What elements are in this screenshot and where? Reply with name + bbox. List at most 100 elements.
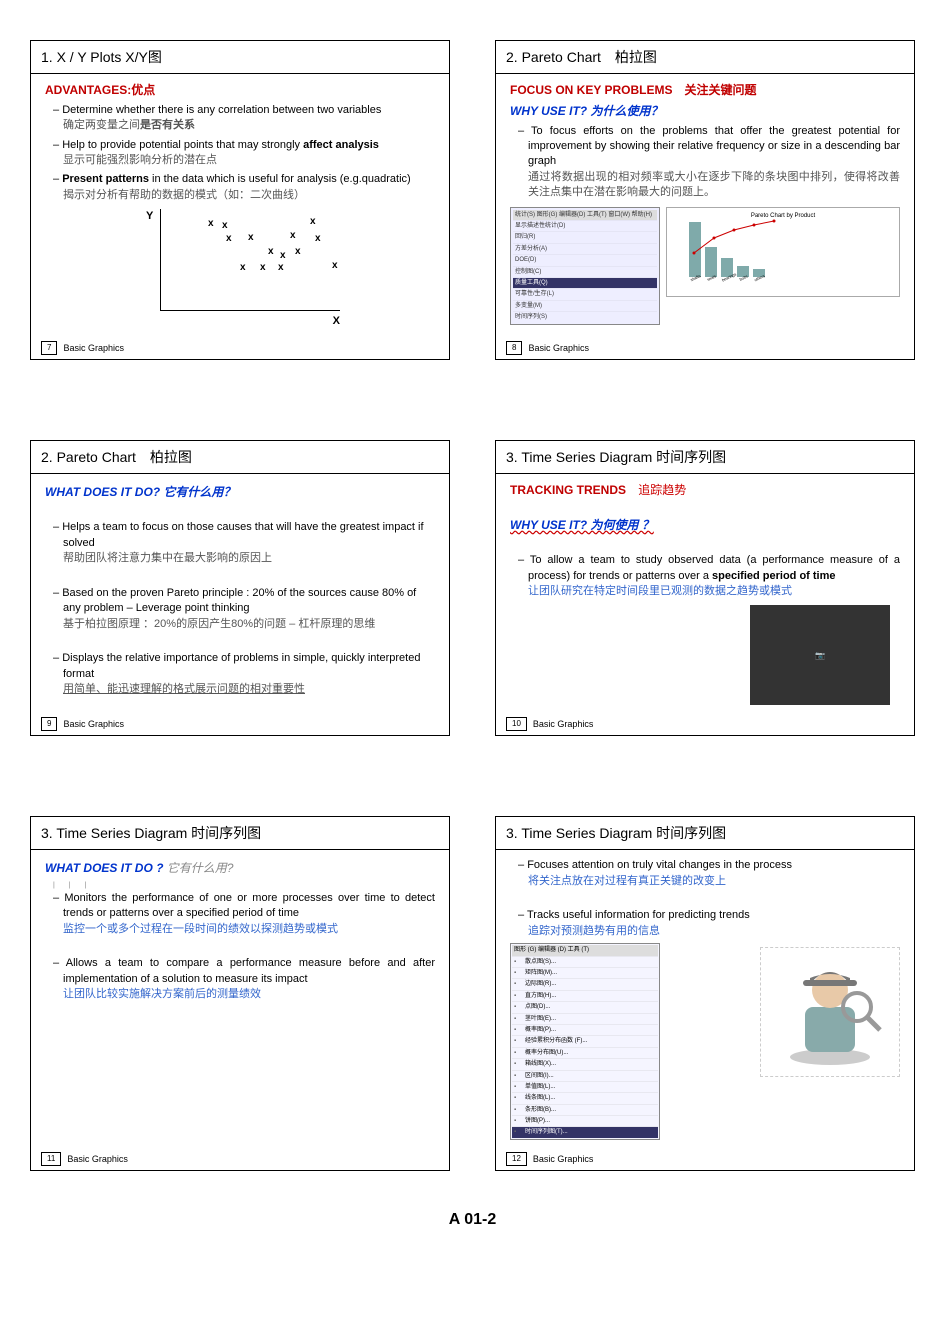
pareto-title: Pareto Chart by Product xyxy=(671,212,895,220)
slide-6: 3. Time Series Diagram 时间序列图 Focuses att… xyxy=(495,816,915,1171)
slide-2-header: 2. Pareto Chart 柏拉图 xyxy=(496,41,914,74)
advantages-title: ADVANTAGES:优点 xyxy=(45,82,435,99)
slide-footer: 10 Basic Graphics xyxy=(506,717,593,731)
b1-cn: 让团队研究在特定时间段里已观测的数据之趋势或模式 xyxy=(528,585,792,597)
slide-footer: 12 Basic Graphics xyxy=(506,1152,593,1166)
detective-image xyxy=(760,947,900,1077)
slide-3-header: 2. Pareto Chart 柏拉图 xyxy=(31,441,449,474)
bullet-2: Tracks useful information for predicting… xyxy=(510,908,900,939)
menu-item: ▪概率分布图(U)... xyxy=(512,1047,658,1058)
b1-en-b: specified period of time xyxy=(712,570,835,582)
slide-1-body: ADVANTAGES:优点 Determine whether there is… xyxy=(31,74,449,359)
menu-item: ▪点图(D)... xyxy=(512,1001,658,1012)
menu-item: 显示描述性统计(D) xyxy=(513,220,657,231)
b3-cn: 揭示对分析有帮助的数据的模式（如：二次曲线） xyxy=(63,189,305,201)
tick-marks: | | | xyxy=(53,881,435,891)
menu-item: ▪矩阵图(M)... xyxy=(512,967,658,978)
row-3: 3. Time Series Diagram 时间序列图 WHAT DOES I… xyxy=(30,816,915,1171)
slide-footer: 7 Basic Graphics xyxy=(41,341,124,355)
b1-cn: 帮助团队将注意力集中在最大影响的原因上 xyxy=(63,552,272,564)
slide-footer: 9 Basic Graphics xyxy=(41,717,124,731)
row-1: 1. X / Y Plots X/Y图 ADVANTAGES:优点 Determ… xyxy=(30,40,915,360)
menu-item: ▪边际图(R)... xyxy=(512,978,658,989)
b1-en: Monitors the performance of one or more … xyxy=(63,892,435,919)
menu-item-highlighted: ▪时间序列图(T)... xyxy=(512,1126,658,1137)
b3-cn: 用简单、能迅速理解的格式展示问题的相对重要性 xyxy=(63,683,305,695)
b1-en: To focus efforts on the problems that of… xyxy=(528,125,900,168)
bullet-1: To allow a team to study observed data (… xyxy=(510,553,900,599)
menu-item: 控制图(C) xyxy=(513,266,657,277)
pareto-xlabels: shaftssealsbearingsboltsothers xyxy=(689,278,877,284)
b3-en: Displays the relative importance of prob… xyxy=(62,652,420,679)
b1-cn: 将关注点放在对过程有真正关键的改变上 xyxy=(528,875,726,887)
b2-cn: 追踪对预测趋势有用的信息 xyxy=(528,925,660,937)
what-does-it-do: WHAT DOES IT DO? 它有什么用？ xyxy=(45,484,435,501)
sub-a: WHAT DOES IT DO ? xyxy=(45,861,163,875)
menu-item: ▪直方图(H)... xyxy=(512,990,658,1001)
menu-item: ▪茎叶图(E)... xyxy=(512,1013,658,1024)
slide-6-header: 3. Time Series Diagram 时间序列图 xyxy=(496,817,914,850)
scatter-point: x xyxy=(208,217,214,231)
scatter-point: x xyxy=(278,261,284,275)
menu-and-image: 图形 (G) 编辑器 (D) 工具 (T) ▪散点图(S)...▪矩阵图(M).… xyxy=(510,943,900,1140)
b2-cn: 基于柏拉图原理 ：20%的原因产生80%的问题 – 杠杆原理的思维 xyxy=(63,618,375,630)
tracking-title: TRACKING TRENDS 追踪趋势 xyxy=(510,482,900,499)
b1-en: Determine whether there is any correlati… xyxy=(62,104,381,116)
footer-label: Basic Graphics xyxy=(67,1154,128,1164)
slide-1-header: 1. X / Y Plots X/Y图 xyxy=(31,41,449,74)
b1-cn: 监控一个或多个过程在一段时间的绩效以探测趋势或模式 xyxy=(63,923,338,935)
slide-2: 2. Pareto Chart 柏拉图 FOCUS ON KEY PROBLEM… xyxy=(495,40,915,360)
slide-5-body: WHAT DOES IT DO ? 它有什么用? | | | Monitors … xyxy=(31,850,449,1036)
what-does-it-do: WHAT DOES IT DO ? 它有什么用? xyxy=(45,860,435,877)
menu-item: ▪箱线图(X)... xyxy=(512,1058,658,1069)
footer-label: Basic Graphics xyxy=(533,1154,594,1164)
bullet-3: Present patterns in the data which is us… xyxy=(45,172,435,203)
bullet-2: Help to provide potential points that ma… xyxy=(45,138,435,169)
menu-item: ▪饼图(P)... xyxy=(512,1115,658,1126)
b2-en-b: affect analysis xyxy=(303,139,379,151)
menu-header: 图形 (G) 编辑器 (D) 工具 (T) xyxy=(512,945,658,955)
footer-label: Basic Graphics xyxy=(528,343,589,353)
menu-item: 可靠性/生存(L) xyxy=(513,288,657,299)
slide-4-body: TRACKING TRENDS 追踪趋势 WHY USE IT? 为何使用 ？ … xyxy=(496,474,914,735)
scatter-point: x xyxy=(332,259,338,273)
scatter-point: x xyxy=(310,215,316,229)
footer-label: Basic Graphics xyxy=(63,719,124,729)
b1-en: Helps a team to focus on those causes th… xyxy=(62,521,423,548)
photo-icon: 📷 xyxy=(815,650,825,661)
menu-item: 时间序列(S) xyxy=(513,311,657,322)
b1-cn: 确定两变量之间是否有关系 xyxy=(63,119,195,131)
page-label: A 01-2 xyxy=(30,1211,915,1229)
why-use-it: WHY USE IT? 为什么使用？ xyxy=(510,103,900,120)
menu-item: DOE(D) xyxy=(513,254,657,265)
scatter-point: x xyxy=(295,245,301,259)
menu-item: ▪单值图(L)... xyxy=(512,1081,658,1092)
x-axis xyxy=(160,310,340,311)
scatter-point: x xyxy=(268,245,274,259)
photo-placeholder: 📷 xyxy=(750,605,890,705)
menu-item: ▪线条图(L)... xyxy=(512,1092,658,1103)
menu-item: 多变量(M) xyxy=(513,300,657,311)
bullet-1: Focuses attention on truly vital changes… xyxy=(510,858,900,889)
slide-footer: 8 Basic Graphics xyxy=(506,341,589,355)
slide-3-body: WHAT DOES IT DO? 它有什么用？ Helps a team to … xyxy=(31,474,449,731)
slide-4-header: 3. Time Series Diagram 时间序列图 xyxy=(496,441,914,474)
b1-en: Focuses attention on truly vital changes… xyxy=(527,859,792,871)
sub-b: 它有什么用? xyxy=(167,861,234,875)
menu-item: 方差分析(A) xyxy=(513,243,657,254)
b2-en: Allows a team to compare a performance m… xyxy=(63,957,435,984)
slide-footer: 11 Basic Graphics xyxy=(41,1152,128,1166)
detective-icon xyxy=(775,952,885,1072)
scatter-point: x xyxy=(248,231,254,245)
b3-en-b: in the data which is useful for analysis… xyxy=(149,173,411,185)
menu-item: ▪条形图(B)... xyxy=(512,1104,658,1115)
row-2: 2. Pareto Chart 柏拉图 WHAT DOES IT DO? 它有什… xyxy=(30,440,915,736)
b3-en-a: Present patterns xyxy=(62,173,149,185)
b2-cn: 让团队比较实施解决方案前后的测量绩效 xyxy=(63,988,261,1000)
slide-1: 1. X / Y Plots X/Y图 ADVANTAGES:优点 Determ… xyxy=(30,40,450,360)
slide-4: 3. Time Series Diagram 时间序列图 TRACKING TR… xyxy=(495,440,915,736)
bullet-1: Helps a team to focus on those causes th… xyxy=(45,520,435,566)
bullet-3: Displays the relative importance of prob… xyxy=(45,651,435,697)
slide-5-header: 3. Time Series Diagram 时间序列图 xyxy=(31,817,449,850)
tracking-a: TRACKING TRENDS xyxy=(510,483,626,497)
